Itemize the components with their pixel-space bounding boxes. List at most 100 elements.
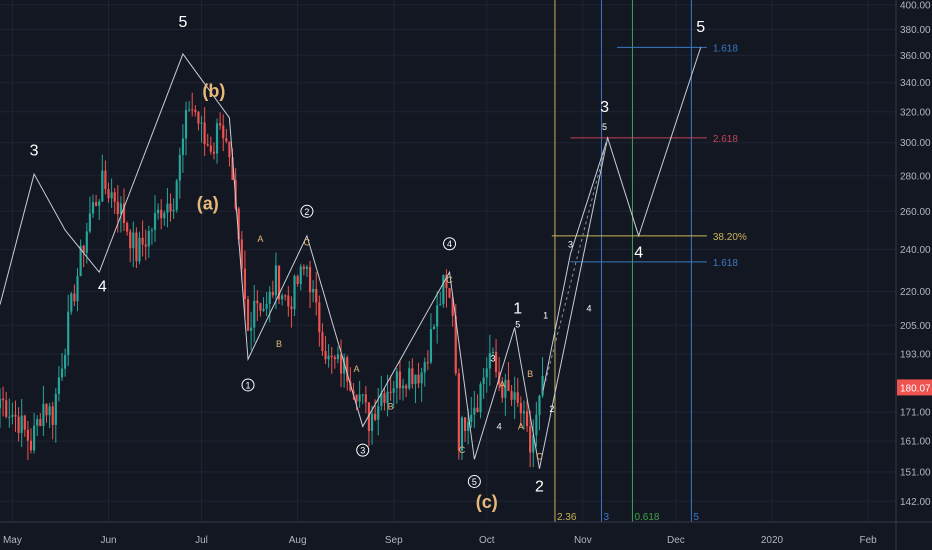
y-tick-label: 360.00 — [900, 51, 931, 62]
vertical-line-label: 5 — [693, 512, 699, 523]
minor-wave-path — [542, 137, 609, 394]
candle-body — [538, 395, 541, 415]
candle-body — [296, 276, 299, 285]
candle-body — [135, 232, 138, 262]
candle-body — [374, 413, 377, 420]
candle-body — [529, 426, 532, 453]
candle-body — [197, 111, 200, 124]
candle-body — [228, 141, 231, 158]
y-tick-label: 340.00 — [900, 78, 931, 89]
candle-body — [535, 414, 538, 436]
candle-body — [532, 435, 535, 453]
wave-label: C — [536, 451, 543, 461]
wave-label: 5 — [696, 19, 705, 36]
wave-labels: 3 4 5 (b) (a) A C B A B C C A B A C (c) 3 4 1 5 1 2 2 3 4 3 5 4 5 1 2 3 4… — [30, 14, 706, 512]
candle-body — [160, 209, 163, 219]
candle-body — [541, 375, 544, 396]
candle-body — [507, 379, 510, 392]
candle-body — [305, 266, 309, 269]
candle-body — [339, 354, 343, 374]
candle-body — [14, 414, 17, 417]
candle-body — [290, 306, 293, 310]
candle-body — [175, 180, 178, 210]
current-price-label: 180.07 — [900, 383, 931, 394]
candle-body — [451, 297, 454, 316]
candle-body — [138, 237, 141, 262]
wave-label: (c) — [476, 492, 498, 512]
candle-body — [336, 354, 340, 360]
wave-label: 4 — [497, 421, 502, 431]
candle-body — [315, 288, 318, 303]
candle-body — [510, 391, 513, 400]
circled-wave-label: 5 — [472, 477, 477, 487]
candle-body — [64, 355, 67, 369]
candle-body — [312, 288, 315, 293]
candle-body — [473, 407, 476, 415]
candle-body — [0, 398, 2, 409]
candle-body — [2, 398, 5, 401]
wave-label: (a) — [197, 193, 219, 213]
candle-body — [439, 304, 442, 306]
candle-body — [73, 293, 76, 302]
wave-label: B — [527, 369, 533, 379]
candle-body — [398, 371, 402, 389]
horizontal-fib-lines: 1.618 2.618 38.20% 1.618 — [551, 43, 747, 269]
horizontal-line-label: 1.618 — [713, 258, 738, 269]
circled-wave-label: 2 — [304, 207, 309, 217]
candle-body — [79, 245, 82, 276]
candle-body — [457, 373, 460, 451]
candle-body — [67, 311, 70, 356]
vertical-fib-lines: 2.36 3 0.618 5 — [554, 0, 699, 523]
y-tick-label: 400.00 — [900, 0, 931, 11]
candle-body — [504, 379, 507, 398]
candle-body — [420, 372, 423, 384]
candle-body — [181, 138, 185, 155]
wave-label: 3 — [490, 354, 495, 364]
candle-body — [522, 411, 526, 414]
candle-body — [8, 416, 11, 418]
candle-body — [169, 203, 172, 212]
wave-label: 1 — [543, 310, 548, 320]
wave-label: A — [354, 364, 360, 374]
y-tick-label: 205.00 — [900, 321, 931, 332]
x-tick-label: Jul — [195, 535, 208, 546]
candle-body — [358, 394, 361, 402]
candle-body — [389, 391, 392, 393]
candle-body — [488, 353, 491, 369]
candle-body — [454, 315, 457, 374]
wave-label: 2 — [549, 404, 554, 414]
candle-body — [212, 151, 216, 154]
candles — [0, 92, 544, 468]
circled-wave-marker — [356, 443, 370, 457]
wave-label: A — [499, 380, 505, 390]
wave-label: A — [518, 421, 524, 431]
candle-body — [525, 411, 529, 427]
candle-body — [76, 275, 79, 302]
wave-label: B — [388, 401, 394, 411]
wave-label: A — [257, 234, 263, 244]
candle-body — [470, 414, 473, 422]
candle-body — [361, 394, 364, 396]
candle-body — [445, 274, 448, 289]
y-tick-label: 260.00 — [900, 207, 931, 218]
y-tick-label: 161.00 — [900, 437, 931, 448]
candle-body — [88, 213, 91, 232]
candle-body — [203, 122, 206, 145]
candle-body — [352, 390, 355, 395]
candle-body — [417, 374, 420, 384]
candle-body — [219, 123, 222, 126]
candle-body — [132, 232, 135, 249]
candle-body — [262, 308, 265, 311]
x-tick-label: 2020 — [761, 535, 784, 546]
vertical-line-label: 0.618 — [634, 512, 659, 523]
candle-body — [482, 377, 485, 385]
y-tick-label: 280.00 — [900, 171, 931, 182]
candle-body — [129, 231, 132, 249]
wave-path — [0, 47, 702, 469]
y-tick-label: 240.00 — [900, 245, 931, 256]
candle-body — [355, 394, 358, 402]
candle-body — [256, 300, 259, 304]
candle-body — [184, 110, 188, 139]
